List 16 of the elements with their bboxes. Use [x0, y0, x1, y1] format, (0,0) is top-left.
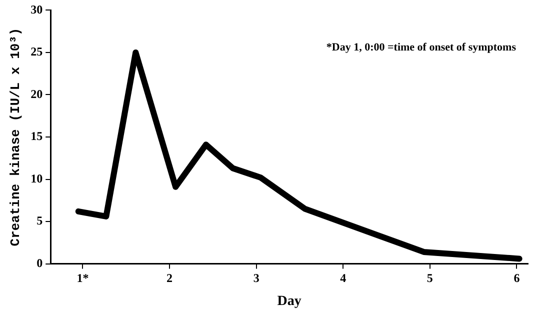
y-tick-label: 15	[30, 129, 43, 144]
y-tick-label: 5	[36, 214, 43, 228]
y-tick-label: 30	[30, 2, 43, 16]
x-tick-label: 3	[253, 271, 260, 286]
x-axis-title: Day	[277, 294, 302, 310]
x-tick-label: 1*	[76, 271, 89, 286]
y-tick-label: 10	[30, 171, 43, 186]
y-axis-title: Creatine kinase (IU/L x 10³)	[8, 28, 24, 246]
x-tick-label: 5	[426, 271, 433, 286]
x-tick-label: 2	[166, 271, 173, 286]
x-tick-label: 6	[514, 271, 520, 286]
y-tick-label: 0	[36, 256, 43, 270]
annotation: *Day 1, 0:00 =time of onset of symptoms	[326, 42, 517, 54]
y-tick-label: 25	[30, 44, 43, 59]
y-tick-label: 20	[30, 86, 43, 101]
x-tick-label: 4	[340, 271, 346, 286]
